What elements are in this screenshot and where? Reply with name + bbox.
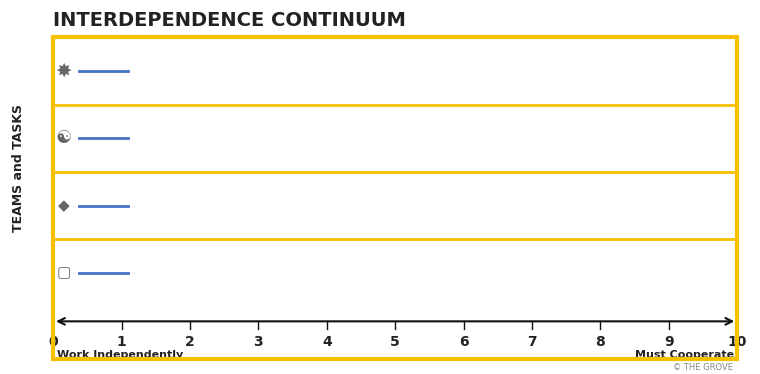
Text: 7: 7 (527, 335, 537, 349)
Text: INTERDEPENDENCE CONTINUUM: INTERDEPENDENCE CONTINUUM (53, 11, 406, 30)
Text: ◆: ◆ (58, 198, 69, 213)
Text: 10: 10 (727, 335, 747, 349)
Text: 9: 9 (664, 335, 673, 349)
Text: 0: 0 (49, 335, 58, 349)
Text: Must Cooperate: Must Cooperate (635, 350, 733, 360)
Text: 6: 6 (459, 335, 468, 349)
Text: ☯: ☯ (55, 129, 71, 147)
Text: 8: 8 (596, 335, 605, 349)
Text: ✸: ✸ (55, 62, 71, 80)
Text: Work Independently: Work Independently (57, 350, 183, 360)
Text: ▢: ▢ (56, 266, 71, 280)
Text: 5: 5 (391, 335, 400, 349)
Text: 1: 1 (117, 335, 126, 349)
Text: TEAMS and TASKS: TEAMS and TASKS (12, 104, 26, 232)
Text: © THE GROVE: © THE GROVE (673, 363, 733, 372)
Text: 2: 2 (185, 335, 195, 349)
Text: 4: 4 (322, 335, 331, 349)
Text: 3: 3 (254, 335, 263, 349)
